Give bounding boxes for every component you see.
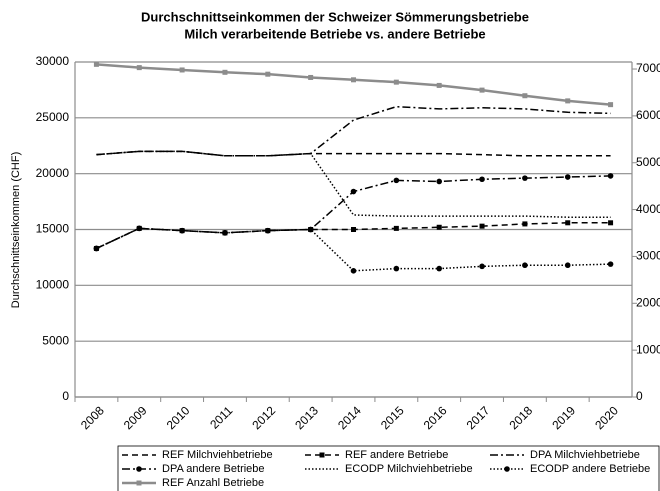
series-marker (265, 71, 271, 77)
x-tick-label: 2011 (207, 403, 235, 431)
series-marker (308, 74, 314, 80)
x-tick-label: 2015 (378, 403, 407, 432)
series-marker (607, 173, 614, 179)
series-marker (565, 98, 571, 104)
series-line (96, 150, 611, 218)
x-tick-label: 2017 (464, 403, 493, 432)
y2-tick-label: 1000 (636, 342, 660, 356)
chart-title: Durchschnittseinkommen der Schweizer Söm… (141, 9, 529, 24)
series-marker (565, 220, 571, 226)
legend-label: REF andere Betriebe (345, 449, 448, 461)
y2-tick-label: 4000 (636, 202, 660, 216)
series-marker (393, 225, 399, 231)
y-tick-label: 10000 (36, 278, 70, 292)
y-tick-label: 5000 (42, 333, 69, 347)
legend-marker (319, 452, 325, 458)
series-marker (436, 178, 442, 185)
series-line (96, 63, 611, 106)
series-marker (522, 93, 528, 99)
legend-label: ECODP Milchviehbetriebe (345, 463, 473, 475)
series-marker (564, 262, 571, 269)
legend-label: ECODP andere Betriebe (530, 463, 650, 475)
series-marker (522, 262, 528, 269)
series-marker (93, 61, 99, 67)
series-marker (479, 176, 485, 183)
series-marker (350, 268, 357, 274)
y2-tick-label: 5000 (636, 155, 660, 169)
legend-label: DPA Milchviehbetriebe (530, 449, 640, 461)
series-marker (179, 227, 185, 234)
x-tick-label: 2008 (78, 403, 107, 432)
series-marker (93, 245, 100, 252)
x-tick-label: 2018 (506, 403, 535, 432)
y-tick-label: 0 (62, 389, 69, 403)
y2-tick-label: 7000 (636, 61, 660, 75)
series-marker (608, 102, 614, 108)
series-line (96, 105, 611, 157)
legend-box (117, 445, 660, 491)
series-marker (179, 67, 185, 73)
legend-marker (504, 466, 510, 472)
y-tick-label: 20000 (36, 166, 70, 180)
y2-tick-label: 0 (636, 389, 643, 403)
series-marker (393, 177, 400, 184)
x-tick-label: 2012 (249, 403, 278, 432)
legend-label: REF Milchviehbetriebe (162, 449, 273, 461)
x-tick-label: 2013 (292, 403, 321, 432)
series-marker (222, 230, 228, 236)
x-tick-label: 2020 (592, 403, 621, 432)
series-marker (350, 188, 357, 195)
x-tick-label: 2010 (164, 403, 193, 432)
series-marker (522, 175, 528, 181)
y2-tick-label: 3000 (636, 249, 660, 263)
series-marker (479, 263, 485, 270)
series-marker (136, 225, 143, 232)
series-marker (522, 221, 528, 227)
y-tick-label: 30000 (36, 54, 70, 68)
series-marker (436, 265, 442, 272)
legend-marker (136, 480, 142, 486)
series-marker (479, 87, 485, 93)
y-tick-label: 15000 (36, 222, 70, 236)
series-marker (393, 79, 399, 85)
series-marker (265, 227, 271, 234)
series-marker (607, 261, 614, 267)
series-marker (436, 224, 442, 230)
series-line (96, 222, 611, 250)
y2-tick-label: 2000 (636, 295, 660, 309)
chart-subtitle: Milch verarbeitende Betriebe vs. andere … (184, 26, 485, 41)
series-marker (393, 265, 400, 272)
series-marker (136, 65, 142, 71)
series-marker (436, 82, 442, 88)
series-marker (351, 227, 356, 232)
series-line (96, 227, 611, 272)
series-marker (222, 69, 228, 75)
series-marker (564, 174, 571, 180)
series-marker (608, 220, 614, 226)
y-tick-label: 25000 (36, 110, 70, 124)
legend-label: DPA andere Betriebe (162, 463, 265, 475)
x-tick-label: 2009 (121, 403, 150, 432)
series-marker (307, 226, 314, 233)
x-tick-label: 2014 (335, 403, 364, 432)
x-tick-label: 2016 (421, 403, 450, 432)
y2-tick-label: 6000 (636, 108, 660, 122)
y-axis-label: Durchschnittseinkommen (CHF) (10, 152, 22, 308)
legend-label: REF Anzahl Betriebe (162, 477, 264, 489)
series-marker (351, 77, 356, 83)
series-line (96, 175, 611, 250)
series-marker (479, 223, 485, 229)
legend-marker (136, 466, 142, 472)
x-tick-label: 2019 (549, 403, 578, 432)
